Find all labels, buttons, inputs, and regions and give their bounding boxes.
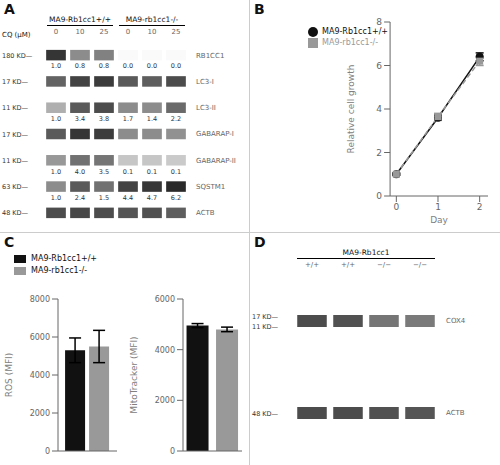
svg-text:10: 10 [148, 28, 157, 36]
svg-text:11 KD—: 11 KD— [252, 323, 279, 331]
svg-text:6.2: 6.2 [171, 194, 181, 202]
svg-text:4.4: 4.4 [123, 194, 133, 202]
svg-text:ROS (MFI): ROS (MFI) [8, 353, 14, 398]
svg-text:6000: 6000 [30, 333, 50, 342]
svg-text:0.0: 0.0 [123, 62, 133, 70]
svg-text:8: 8 [376, 17, 382, 27]
svg-text:2.2: 2.2 [171, 115, 181, 123]
svg-text:4.0: 4.0 [75, 168, 85, 176]
svg-text:4000: 4000 [30, 371, 50, 380]
svg-text:25: 25 [172, 28, 181, 36]
svg-text:2: 2 [477, 202, 483, 212]
html-text:MA9-Rb1cc1+/+: MA9-Rb1cc1+/+ [322, 27, 389, 36]
html-text:CQ (μM): CQ (μM) [2, 31, 31, 39]
svg-text:0: 0 [393, 202, 399, 212]
svg-text:1.0: 1.0 [51, 62, 61, 70]
svg-text:6: 6 [376, 61, 382, 71]
html-text:MA9-Rb1cc1+/+: MA9-Rb1cc1+/+ [31, 254, 98, 263]
svg-text:1: 1 [435, 202, 441, 212]
svg-text:0.1: 0.1 [147, 168, 157, 176]
html-text:MA9-rb1cc1-/-: MA9-rb1cc1-/- [125, 15, 179, 24]
svg-text:11 KD—: 11 KD— [8, 157, 29, 165]
html-text:MA9-rb1cc1-/-: MA9-rb1cc1-/- [322, 38, 379, 47]
html-text:C: C [4, 234, 15, 250]
svg-text:COX4: COX4 [446, 317, 466, 325]
svg-text:4000: 4000 [155, 346, 175, 355]
html-text:D: D [254, 234, 266, 250]
svg-text:180 KD—: 180 KD— [8, 52, 33, 60]
svg-text:−/−: −/− [413, 261, 427, 269]
svg-text:3.4: 3.4 [75, 115, 85, 123]
svg-text:1.0: 1.0 [51, 115, 61, 123]
svg-text:11 KD—: 11 KD— [8, 104, 29, 112]
svg-text:+/+: +/+ [305, 261, 319, 269]
svg-text:0: 0 [126, 28, 130, 36]
svg-text:LC3-II: LC3-II [196, 104, 216, 112]
svg-text:25: 25 [100, 28, 109, 36]
svg-text:Relative cell growth: Relative cell growth [346, 65, 356, 154]
svg-text:17 KD—: 17 KD— [8, 131, 29, 139]
html-text:A: A [4, 1, 15, 17]
svg-text:3.5: 3.5 [99, 168, 109, 176]
svg-text:0: 0 [54, 28, 58, 36]
svg-text:LC3-I: LC3-I [196, 78, 214, 86]
svg-text:17 KD—: 17 KD— [8, 78, 29, 86]
svg-text:1.0: 1.0 [51, 168, 61, 176]
svg-text:6000: 6000 [155, 295, 175, 304]
html-text:MA9-Rb1cc1+/+: MA9-Rb1cc1+/+ [49, 15, 111, 24]
svg-text:ACTB: ACTB [196, 209, 215, 217]
svg-text:48 KD—: 48 KD— [252, 410, 279, 418]
svg-text:0.8: 0.8 [99, 62, 109, 70]
svg-text:0.1: 0.1 [171, 168, 181, 176]
svg-text:1.7: 1.7 [123, 115, 133, 123]
svg-text:SQSTM1: SQSTM1 [196, 183, 225, 191]
svg-text:2000: 2000 [30, 409, 50, 418]
svg-text:10: 10 [76, 28, 85, 36]
svg-text:8000: 8000 [30, 295, 50, 304]
svg-text:MitoTracker (MFI): MitoTracker (MFI) [129, 336, 139, 413]
svg-text:ACTB: ACTB [446, 409, 465, 417]
svg-text:0.1: 0.1 [123, 168, 133, 176]
svg-text:2.4: 2.4 [75, 194, 85, 202]
svg-text:4: 4 [376, 104, 382, 114]
svg-text:63 KD—: 63 KD— [8, 183, 29, 191]
svg-text:2: 2 [376, 148, 382, 158]
svg-text:4.7: 4.7 [147, 194, 157, 202]
svg-text:GABARAP-II: GABARAP-II [196, 157, 236, 165]
svg-text:0.0: 0.0 [171, 62, 181, 70]
svg-text:Day: Day [430, 215, 448, 225]
svg-text:RB1CC1: RB1CC1 [196, 52, 224, 60]
svg-text:0: 0 [376, 191, 382, 201]
svg-text:1.4: 1.4 [147, 115, 157, 123]
svg-text:48 KD—: 48 KD— [8, 209, 29, 217]
html-text:MA9-rb1cc1-/-: MA9-rb1cc1-/- [31, 266, 88, 275]
svg-text:3.8: 3.8 [99, 115, 109, 123]
svg-text:+/+: +/+ [341, 261, 355, 269]
html-text:MA9-Rb1cc1: MA9-Rb1cc1 [342, 248, 390, 257]
svg-text:0: 0 [45, 447, 50, 456]
svg-text:0.0: 0.0 [147, 62, 157, 70]
svg-text:2000: 2000 [155, 396, 175, 405]
svg-text:0: 0 [170, 447, 175, 456]
svg-text:1.0: 1.0 [51, 194, 61, 202]
svg-text:17 KD—: 17 KD— [252, 313, 279, 321]
svg-text:0.8: 0.8 [75, 62, 85, 70]
html-text:B: B [254, 1, 265, 17]
svg-text:GABARAP-I: GABARAP-I [196, 130, 234, 138]
svg-text:1.5: 1.5 [99, 194, 109, 202]
svg-text:−/−: −/− [377, 261, 391, 269]
